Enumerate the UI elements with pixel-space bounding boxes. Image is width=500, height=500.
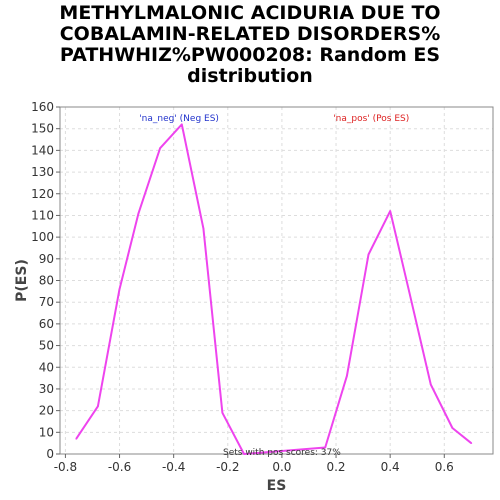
y-tick-label: 80 (39, 274, 54, 288)
x-tick-label: -0.8 (54, 460, 77, 474)
y-tick-label: 60 (39, 317, 54, 331)
es-distribution-line (75, 123, 472, 455)
data-point (221, 411, 224, 414)
x-tick-label: 0.4 (381, 460, 400, 474)
data-point (367, 253, 370, 256)
y-tick-label: 90 (39, 252, 54, 266)
y-tick-label: 130 (31, 165, 54, 179)
chart-title: METHYLMALONIC ACIDURIA DUE TO COBALAMIN-… (0, 3, 500, 87)
data-point (75, 438, 78, 440)
y-tick-label: 10 (39, 425, 54, 439)
data-point (137, 212, 140, 215)
annotations: 'na_neg' (Neg ES) 'na_pos' (Pos ES) Sets w… (139, 114, 409, 458)
data-point (97, 405, 99, 408)
chart-title-line: distribution (187, 65, 313, 87)
data-point (324, 446, 327, 449)
x-tick-label: 0.6 (435, 460, 454, 474)
annotation-label: Sets with pos scores: 37% (223, 448, 341, 458)
data-point (451, 427, 454, 429)
y-tick-label: 30 (39, 382, 54, 396)
y-tick-label: 140 (31, 143, 54, 157)
y-tick-label: 20 (39, 404, 54, 418)
annotation-label: 'na_neg' (Neg ES) (139, 114, 219, 124)
data-point (202, 227, 205, 230)
grid (60, 106, 493, 455)
x-tick-label: -0.2 (216, 460, 239, 474)
y-tick-label: 70 (39, 295, 54, 309)
x-tick-label: 0.0 (272, 460, 291, 474)
data-point (159, 147, 161, 150)
x-tick-label: -0.4 (162, 460, 185, 474)
data-point (243, 453, 245, 455)
data-point (429, 383, 432, 386)
data-point (118, 288, 121, 290)
data-point (180, 123, 183, 126)
chart-title-line: COBALAMIN-RELATED DISORDERS% (59, 23, 441, 45)
annotation-label: 'na_pos' (Pos ES) (333, 114, 409, 124)
data-point (408, 290, 410, 293)
chart-title-line: PATHWHIZ%PW000208: Random ES (59, 44, 441, 66)
y-tick-label: 150 (31, 122, 54, 136)
y-tick-label: 0 (46, 447, 54, 461)
x-axis-label: ES (267, 478, 287, 494)
axis-ticks: 0 10 20 30 40 50 60 70 80 90 100 110 120 130 140 150 160… (31, 100, 454, 474)
y-tick-label: 50 (39, 339, 54, 353)
chart-title-line: METHYLMALONIC ACIDURIA DUE TO (59, 2, 441, 24)
data-point (389, 210, 391, 212)
x-tick-label: -0.6 (108, 460, 131, 474)
y-tick-label: 40 (39, 360, 54, 374)
series-group (75, 123, 473, 455)
y-axis-label: P(ES) (14, 259, 30, 302)
y-tick-label: 120 (31, 187, 54, 201)
x-tick-label: 0.2 (326, 460, 345, 474)
data-point (470, 442, 473, 444)
data-point (346, 375, 348, 377)
y-tick-label: 110 (31, 208, 54, 222)
y-tick-label: 160 (31, 100, 54, 114)
y-tick-label: 100 (31, 230, 54, 244)
